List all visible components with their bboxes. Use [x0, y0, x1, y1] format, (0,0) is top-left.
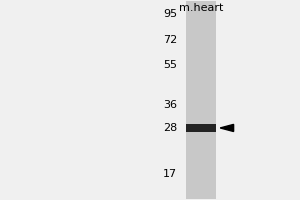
Text: 17: 17	[163, 169, 177, 179]
Polygon shape	[220, 124, 234, 132]
Bar	[186, 1, 216, 199]
Text: 36: 36	[163, 100, 177, 110]
Text: m.heart: m.heart	[178, 3, 223, 13]
Bar	[186, 124, 216, 132]
Text: 28: 28	[163, 123, 177, 133]
Text: 72: 72	[163, 35, 177, 45]
Text: 95: 95	[163, 9, 177, 19]
Text: 55: 55	[163, 60, 177, 70]
